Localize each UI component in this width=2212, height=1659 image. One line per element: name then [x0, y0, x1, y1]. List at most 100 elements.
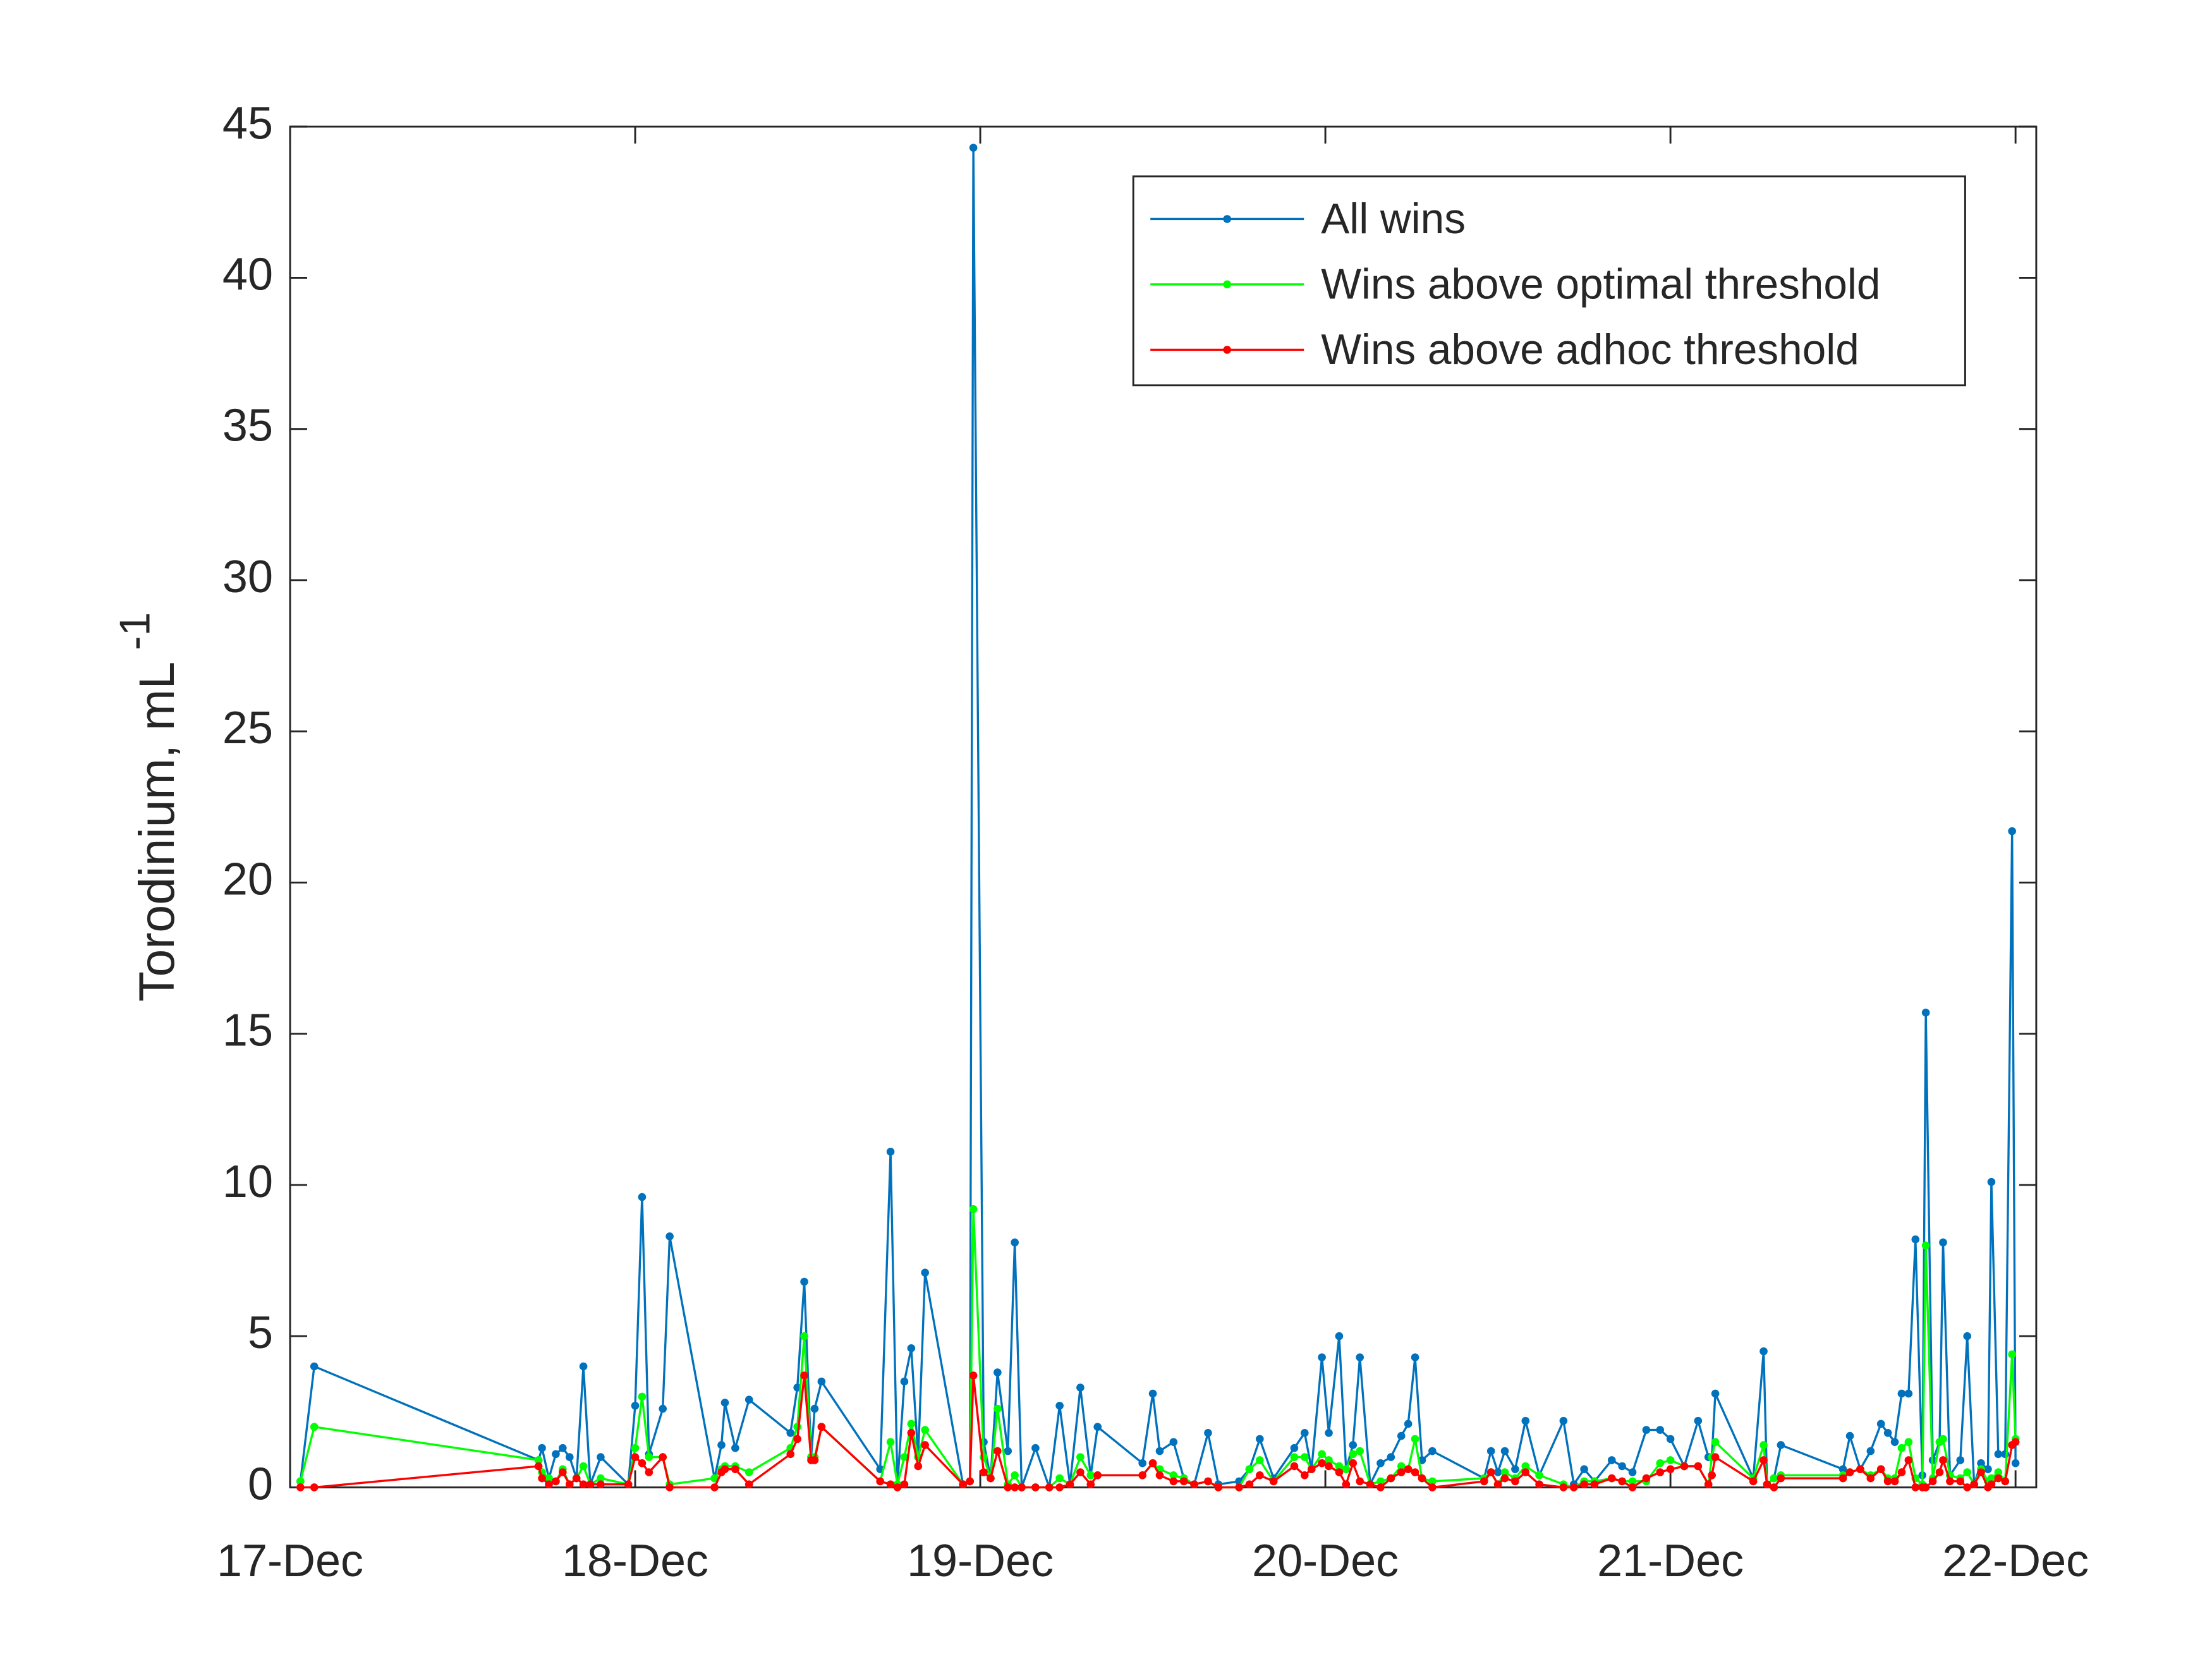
series-marker: [720, 1399, 729, 1407]
series-marker: [1607, 1456, 1616, 1464]
series-marker: [1904, 1438, 1913, 1446]
series-marker: [2001, 1450, 2010, 1459]
series-marker: [1704, 1480, 1713, 1488]
series-marker: [959, 1480, 968, 1488]
series-marker: [552, 1477, 560, 1486]
series-marker: [1521, 1468, 1530, 1476]
series-marker: [1876, 1465, 1885, 1474]
series-marker: [1155, 1447, 1164, 1455]
series-marker: [731, 1443, 739, 1452]
series-marker: [538, 1443, 546, 1452]
series-marker: [1845, 1468, 1854, 1476]
series-marker: [1956, 1456, 1965, 1464]
series-marker: [1301, 1453, 1309, 1461]
series-marker: [1179, 1477, 1188, 1486]
series-marker: [1939, 1238, 1947, 1247]
series-marker: [1994, 1468, 2003, 1476]
series-marker: [1093, 1423, 1102, 1431]
series-marker: [1921, 1241, 1930, 1249]
series-marker: [552, 1450, 560, 1459]
series-marker: [907, 1344, 916, 1352]
series-marker: [980, 1468, 988, 1476]
legend-label: Wins above adhoc threshold: [1321, 326, 1859, 374]
y-tick-label: 10: [222, 1157, 273, 1207]
series-marker: [1521, 1416, 1530, 1425]
series-marker: [1256, 1471, 1264, 1480]
series-marker: [534, 1462, 543, 1471]
series-marker: [1897, 1468, 1906, 1476]
series-marker: [1004, 1447, 1012, 1455]
series-marker: [2008, 827, 2016, 836]
series-marker: [1890, 1438, 1899, 1446]
series-marker: [1356, 1447, 1364, 1455]
series-marker: [1342, 1480, 1351, 1488]
series-marker: [1666, 1435, 1675, 1443]
series-marker: [1628, 1483, 1637, 1492]
y-tick-label: 45: [222, 98, 273, 149]
series-marker: [645, 1468, 653, 1476]
series-marker: [1956, 1477, 1965, 1486]
series-marker: [1411, 1353, 1419, 1361]
series-marker: [969, 1205, 978, 1213]
series-marker: [1169, 1471, 1178, 1480]
series-marker: [1011, 1471, 1019, 1480]
series-marker: [1921, 1008, 1930, 1017]
series-marker: [1290, 1453, 1299, 1461]
series-marker: [2011, 1438, 2020, 1446]
series-marker: [1325, 1429, 1333, 1437]
series-marker: [1404, 1465, 1413, 1474]
series-marker: [1994, 1474, 2003, 1483]
series-marker: [1335, 1468, 1344, 1476]
y-tick-label: 20: [222, 854, 273, 904]
series-marker: [1666, 1456, 1675, 1464]
series-marker: [710, 1474, 719, 1483]
series-marker: [786, 1450, 795, 1459]
series-marker: [1031, 1443, 1040, 1452]
series-marker: [1256, 1435, 1264, 1443]
y-axis-label: Torodinium, mL -1: [111, 612, 185, 1002]
series-marker: [966, 1477, 974, 1486]
series-marker: [717, 1441, 726, 1449]
legend-label: All wins: [1321, 195, 1466, 243]
series-marker: [559, 1443, 567, 1452]
series-marker: [1656, 1426, 1665, 1434]
series-marker: [1397, 1468, 1406, 1476]
series-marker: [1500, 1474, 1509, 1483]
series-marker: [1486, 1468, 1495, 1476]
series-marker: [1642, 1474, 1651, 1483]
series-marker: [631, 1401, 640, 1410]
series-marker: [1256, 1456, 1264, 1464]
series-marker: [1500, 1447, 1509, 1455]
series-marker: [1093, 1471, 1102, 1480]
series-marker: [1356, 1353, 1364, 1361]
legend-marker: [1223, 280, 1231, 289]
series-marker: [1628, 1477, 1637, 1486]
series-marker: [1418, 1474, 1426, 1483]
series-marker: [800, 1277, 808, 1286]
series-marker: [1404, 1419, 1413, 1428]
series-marker: [710, 1483, 719, 1492]
axes-box: [289, 125, 2038, 1488]
series-marker: [1838, 1465, 1847, 1474]
series-marker: [665, 1232, 674, 1241]
series-marker: [900, 1377, 909, 1386]
series-marker: [921, 1441, 929, 1449]
series-marker: [1559, 1483, 1568, 1492]
series-marker: [2011, 1459, 2020, 1468]
series-marker: [1011, 1483, 1019, 1492]
series-marker: [1138, 1459, 1146, 1468]
series-marker: [545, 1474, 553, 1483]
series-marker: [1883, 1477, 1892, 1486]
series-marker: [638, 1459, 647, 1468]
series-marker: [1086, 1471, 1095, 1480]
series-marker: [1607, 1474, 1616, 1483]
series-marker: [1921, 1483, 1930, 1492]
series-marker: [1656, 1468, 1665, 1476]
series-marker: [1883, 1429, 1892, 1437]
series-marker: [1749, 1477, 1758, 1486]
series-marker: [1290, 1462, 1299, 1471]
series-marker: [800, 1371, 808, 1380]
series-marker: [1642, 1426, 1651, 1434]
series-marker: [1204, 1429, 1212, 1437]
series-marker: [1963, 1483, 1972, 1492]
